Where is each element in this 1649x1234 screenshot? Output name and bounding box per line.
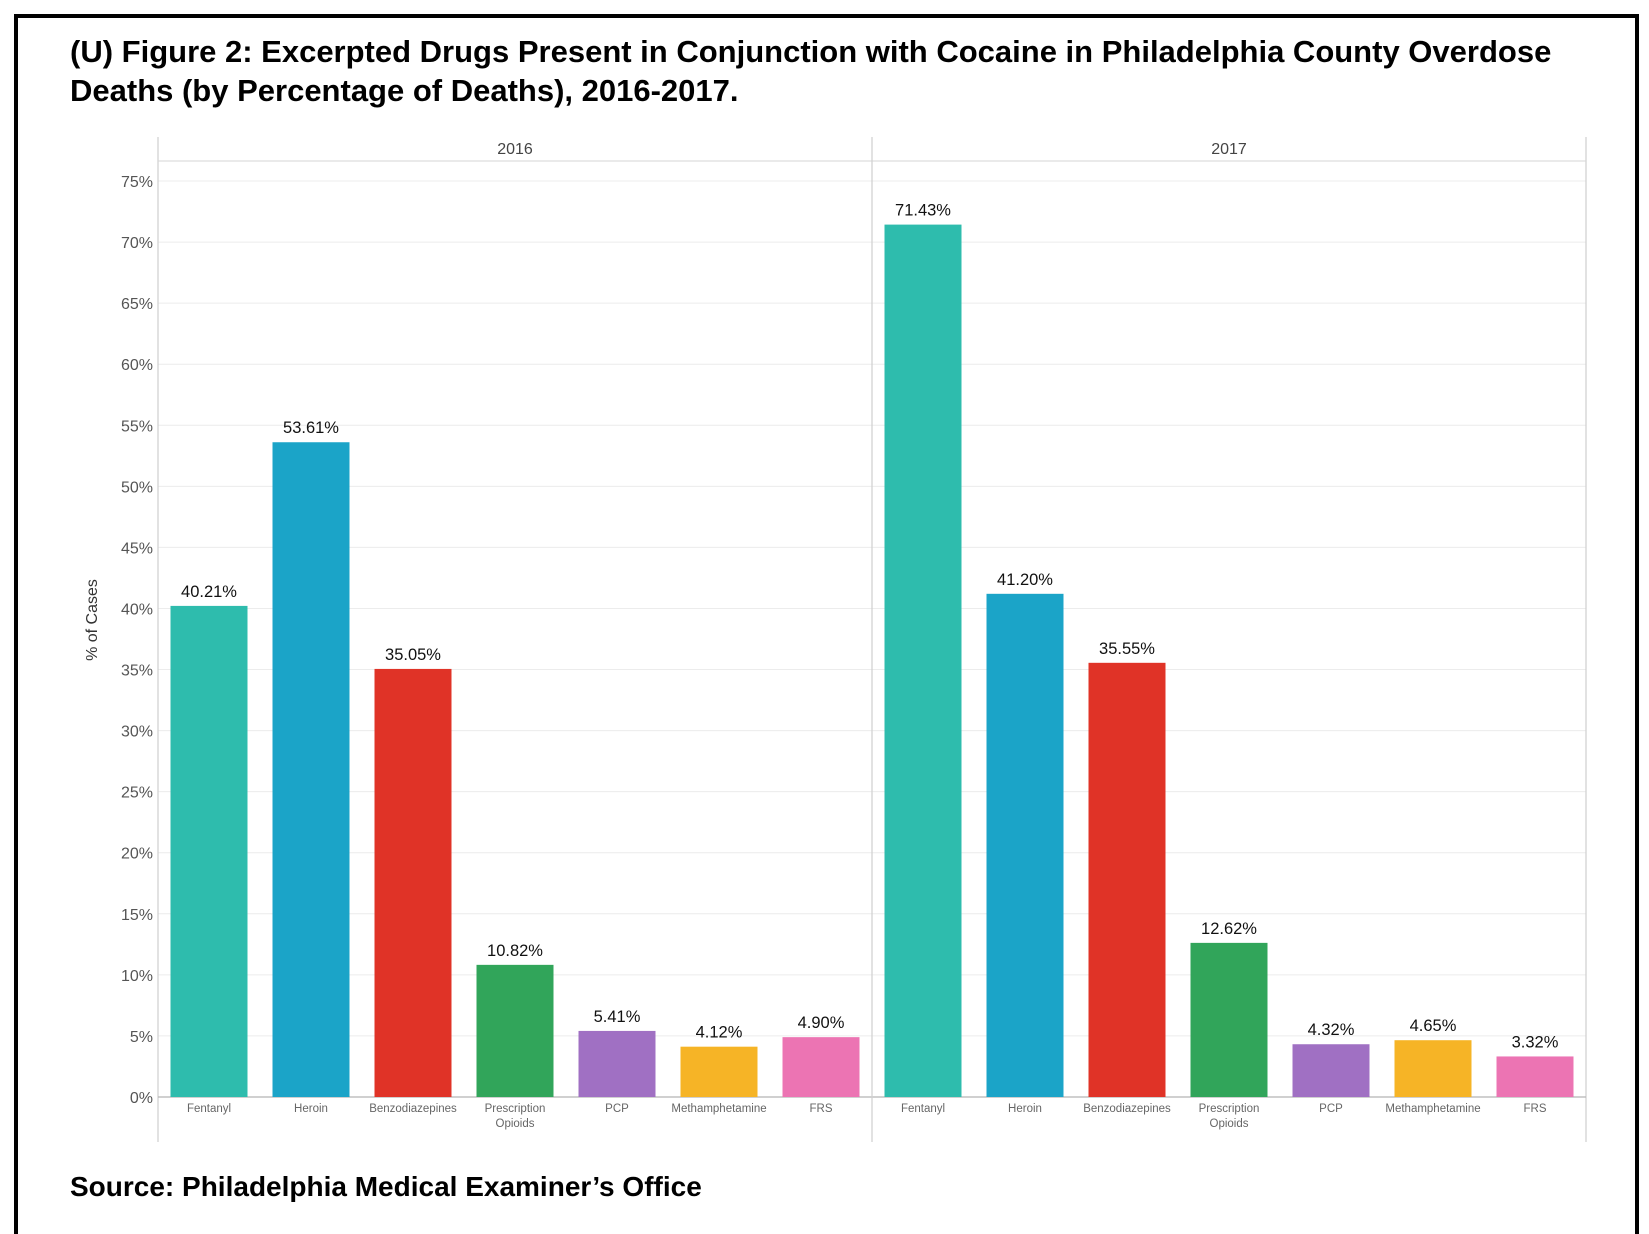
y-tick-label: 65% <box>121 296 153 313</box>
data-label: 10.82% <box>487 942 543 960</box>
bar-2017-heroin <box>986 593 1064 1097</box>
y-axis: % of Cases 0% 5% 10% 15% 20% 25% 30% 35% 40% 45% 5… <box>84 174 153 1107</box>
data-label: 4.12% <box>696 1024 743 1042</box>
bar-2017-prescription-opioids <box>1190 942 1268 1097</box>
x-category-label: Opioids <box>1210 1118 1249 1130</box>
bar-2016-methamphetamine <box>680 1046 758 1097</box>
y-tick-label: 15% <box>121 907 153 924</box>
panel-header: 2016 <box>497 141 533 158</box>
panel-header: 2017 <box>1211 141 1247 158</box>
y-tick-label: 60% <box>121 357 153 374</box>
x-category-label: Methamphetamine <box>671 1103 766 1115</box>
panels: 2016 40.21% Fentanyl 53.61% Heroin 35.05% Benz… <box>170 141 1574 1130</box>
bar-2017-benzodiazepines <box>1088 662 1166 1097</box>
figure-frame <box>14 14 1639 1234</box>
y-tick-label: 5% <box>130 1029 153 1046</box>
x-category-label: Benzodiazepines <box>369 1103 457 1115</box>
y-tick-label: 35% <box>121 663 153 680</box>
x-category-label: Benzodiazepines <box>1083 1103 1171 1115</box>
y-tick-label: 75% <box>121 174 153 191</box>
y-tick-label: 40% <box>121 601 153 618</box>
x-category-label: Fentanyl <box>187 1103 231 1115</box>
bar-2016-fentanyl <box>170 605 248 1097</box>
y-tick-label: 45% <box>121 540 153 557</box>
data-label: 40.21% <box>181 583 237 601</box>
y-tick-label: 55% <box>121 418 153 435</box>
x-category-label: FRS <box>1524 1103 1547 1115</box>
y-tick-label: 25% <box>121 785 153 802</box>
gridlines <box>157 137 1587 1142</box>
y-tick-label: 20% <box>121 846 153 863</box>
y-tick-label: 10% <box>121 968 153 985</box>
data-label: 12.62% <box>1201 920 1257 938</box>
data-label: 3.32% <box>1512 1033 1559 1051</box>
data-label: 35.05% <box>385 646 441 664</box>
panel-2016: 2016 40.21% Fentanyl 53.61% Heroin 35.05% Benz… <box>170 141 860 1130</box>
data-label: 4.90% <box>798 1014 845 1032</box>
data-label: 41.20% <box>997 571 1053 589</box>
x-category-label: PCP <box>605 1103 629 1115</box>
x-category-label: FRS <box>810 1103 833 1115</box>
panel-2017: 2017 71.43% Fentanyl 41.20% Heroin 35.55% Benz… <box>884 141 1574 1130</box>
bar-2017-fentanyl <box>884 224 962 1098</box>
y-tick-label: 70% <box>121 235 153 252</box>
x-category-label: PCP <box>1319 1103 1343 1115</box>
bar-2016-heroin <box>272 442 350 1098</box>
x-category-label: Prescription <box>485 1103 546 1115</box>
bar-2016-benzodiazepines <box>374 668 452 1097</box>
x-category-label: Heroin <box>294 1103 328 1115</box>
bar-2016-prescription-opioids <box>476 964 554 1097</box>
y-tick-label: 0% <box>130 1090 153 1107</box>
data-label: 5.41% <box>594 1008 641 1026</box>
x-category-label: Fentanyl <box>901 1103 945 1115</box>
bar-2017-frs <box>1496 1056 1574 1097</box>
data-label: 53.61% <box>283 419 339 437</box>
x-category-label: Methamphetamine <box>1385 1103 1480 1115</box>
data-label: 4.32% <box>1308 1021 1355 1039</box>
y-axis-label: % of Cases <box>84 579 101 661</box>
x-category-label: Heroin <box>1008 1103 1042 1115</box>
bar-2017-pcp <box>1292 1044 1370 1097</box>
bar-2016-pcp <box>578 1030 656 1097</box>
x-category-label: Prescription <box>1199 1103 1260 1115</box>
data-label: 71.43% <box>895 202 951 220</box>
y-tick-label: 50% <box>121 479 153 496</box>
figure-title: (U) Figure 2: Excerpted Drugs Present in… <box>70 34 1552 108</box>
x-category-label: Opioids <box>496 1118 535 1130</box>
source-note: Source: Philadelphia Medical Examiner’s … <box>70 1171 702 1202</box>
y-tick-label: 30% <box>121 724 153 741</box>
bar-2017-methamphetamine <box>1394 1040 1472 1097</box>
bar-2016-frs <box>782 1037 860 1097</box>
data-label: 35.55% <box>1099 640 1155 658</box>
data-label: 4.65% <box>1410 1017 1457 1035</box>
